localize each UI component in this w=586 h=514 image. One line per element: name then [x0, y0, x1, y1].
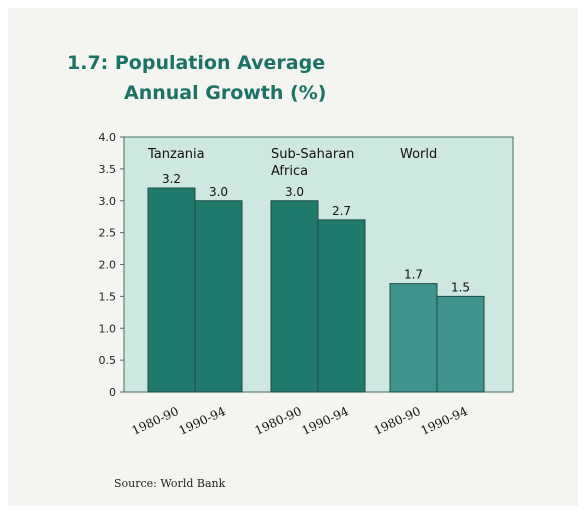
y-tick-label: 2.0 — [99, 259, 117, 272]
chart-title-line-1: 1.7: Population Average — [67, 52, 326, 74]
category-label: 1990-94 — [177, 404, 228, 438]
bar — [317, 219, 366, 393]
y-tick-label: 1.5 — [99, 290, 117, 303]
y-tick-label: 3.5 — [99, 163, 117, 176]
bar-value-label: 3.0 — [209, 185, 228, 199]
category-label: 1980-90 — [253, 404, 304, 438]
category-label: 1980-90 — [372, 404, 423, 438]
category-label: 1990-94 — [300, 404, 351, 438]
bar-value-label: 1.5 — [451, 280, 470, 294]
group-label: World — [400, 147, 437, 162]
bar — [147, 187, 196, 393]
group-label: Sub-Saharan — [271, 147, 354, 162]
bar-value-label: 3.0 — [285, 185, 304, 199]
y-tick-label: 0.5 — [99, 354, 117, 367]
y-tick-label: 1.0 — [99, 322, 117, 335]
bar — [389, 283, 438, 393]
chart-title: 1.7: Population Average Annual Growth (%… — [67, 48, 326, 108]
y-tick-label: 2.5 — [99, 227, 117, 240]
bar-value-label: 2.7 — [332, 204, 351, 218]
bar-value-label: 1.7 — [404, 268, 423, 282]
y-tick-label: 4.0 — [99, 131, 117, 144]
chart-title-line-2: Annual Growth (%) — [124, 82, 327, 104]
bar — [194, 200, 243, 393]
y-tick-label: 0 — [109, 386, 116, 399]
group-label: Africa — [271, 164, 308, 179]
source-note: Source: World Bank — [114, 477, 226, 490]
bar-value-label: 3.2 — [162, 172, 181, 186]
category-label: 1980-90 — [130, 404, 181, 438]
y-tick-label: 3.0 — [99, 195, 117, 208]
group-label: Tanzania — [147, 147, 205, 162]
bar — [436, 295, 485, 393]
bar — [270, 200, 319, 393]
category-label: 1990-94 — [419, 404, 470, 438]
